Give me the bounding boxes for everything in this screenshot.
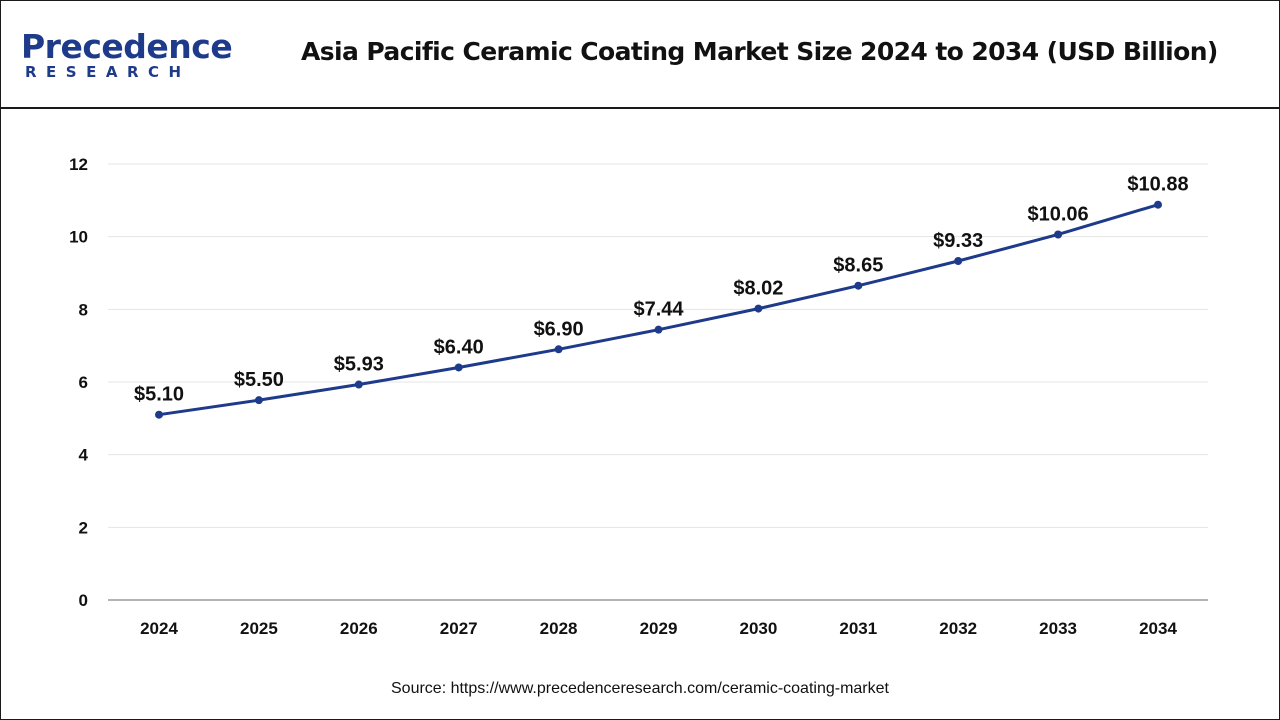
y-tick-label: 4 <box>79 446 89 465</box>
y-tick-label: 10 <box>69 228 88 247</box>
data-point <box>1054 230 1063 239</box>
data-point <box>454 363 463 372</box>
x-tick-label: 2024 <box>140 619 178 638</box>
data-label: $9.33 <box>933 230 983 252</box>
data-point <box>554 345 563 354</box>
y-tick-label: 8 <box>79 300 88 319</box>
x-tick-label: 2026 <box>340 619 378 638</box>
x-tick-label: 2028 <box>540 619 578 638</box>
chart-title: Asia Pacific Ceramic Coating Market Size… <box>301 37 1218 66</box>
data-label: $5.10 <box>134 384 184 406</box>
x-tick-label: 2030 <box>739 619 777 638</box>
x-tick-label: 2027 <box>440 619 478 638</box>
y-tick-label: 12 <box>69 155 88 174</box>
header: Precedence RESEARCH Asia Pacific Ceramic… <box>1 1 1279 109</box>
data-point <box>155 410 163 419</box>
data-label: $10.06 <box>1028 203 1089 225</box>
x-tick-label: 2029 <box>640 619 678 638</box>
y-tick-label: 6 <box>79 373 88 392</box>
brand-name: Precedence <box>21 27 233 66</box>
data-point <box>854 281 863 290</box>
x-tick-label: 2034 <box>1139 619 1177 638</box>
y-tick-label: 2 <box>79 518 88 537</box>
brand-logo: Precedence RESEARCH <box>21 29 233 85</box>
data-label: $5.93 <box>334 354 384 376</box>
data-point <box>254 396 263 405</box>
x-tick-label: 2025 <box>240 619 278 638</box>
data-point <box>654 325 663 334</box>
brand-sub: RESEARCH <box>25 63 191 81</box>
data-point <box>954 257 963 266</box>
data-point <box>354 380 363 389</box>
y-tick-label: 0 <box>79 591 88 610</box>
data-label: $10.88 <box>1127 174 1188 196</box>
data-label: $6.90 <box>534 318 584 340</box>
x-tick-label: 2031 <box>839 619 877 638</box>
x-tick-label: 2033 <box>1039 619 1077 638</box>
source-note: Source: https://www.precedenceresearch.c… <box>391 680 889 697</box>
x-tick-label: 2032 <box>939 619 977 638</box>
data-label: $8.02 <box>733 278 783 300</box>
data-label: $7.44 <box>633 299 684 321</box>
data-point <box>1154 200 1162 209</box>
data-point <box>754 304 763 313</box>
data-label: $6.40 <box>434 336 484 358</box>
data-label: $8.65 <box>833 255 883 277</box>
data-label: $5.50 <box>234 369 284 391</box>
